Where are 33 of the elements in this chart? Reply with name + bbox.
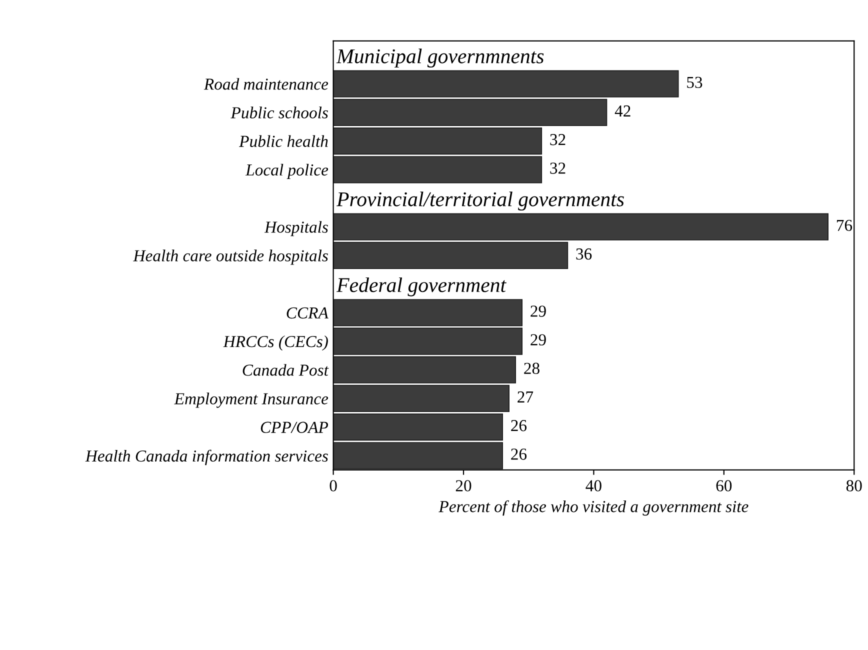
data-label: 36	[576, 248, 592, 260]
annotation: Municipal governmnents	[336, 48, 544, 68]
annotation: Federal government	[336, 277, 506, 296]
y-tick-label: Health Canada information services	[85, 450, 328, 466]
data-label: 29	[530, 306, 546, 317]
data-label: 26	[511, 420, 527, 432]
y-tick-label: Public health	[239, 135, 328, 148]
x-tick-label: 80	[846, 480, 862, 492]
y-tick-label: Canada Post	[242, 364, 329, 376]
x-tick-label: 20	[456, 480, 472, 492]
data-label: 26	[511, 448, 527, 460]
x-tick-label: 0	[330, 480, 337, 492]
y-tick-label: CPP/OAP	[260, 422, 328, 433]
data-label: 27	[518, 391, 534, 402]
data-label: 32	[550, 162, 566, 174]
y-tick-label: Employment Insurance	[174, 392, 328, 408]
y-tick-label: Health care outside hospitals	[133, 250, 328, 265]
data-label: 32	[550, 134, 566, 146]
y-tick-label: Road maintenance	[204, 78, 328, 90]
x-tick-label: 60	[716, 480, 732, 492]
y-tick-label: CCRA	[286, 307, 329, 319]
x-tick-label: 40	[586, 480, 602, 492]
y-tick-label: Public schools	[230, 106, 328, 118]
data-label: 53	[687, 76, 702, 88]
y-tick-label: HRCCs (CECs)	[223, 335, 328, 351]
data-label: 76	[836, 220, 852, 232]
data-label: 29	[530, 334, 546, 346]
x-axis-title: Percent of those who visited a government site	[438, 500, 748, 516]
data-label: 28	[524, 362, 540, 374]
annotation: Provincial/territorial governments	[336, 192, 624, 211]
y-tick-label: Local police	[245, 164, 328, 179]
y-tick-label: Hospitals	[264, 221, 328, 236]
data-label: 42	[614, 105, 630, 116]
